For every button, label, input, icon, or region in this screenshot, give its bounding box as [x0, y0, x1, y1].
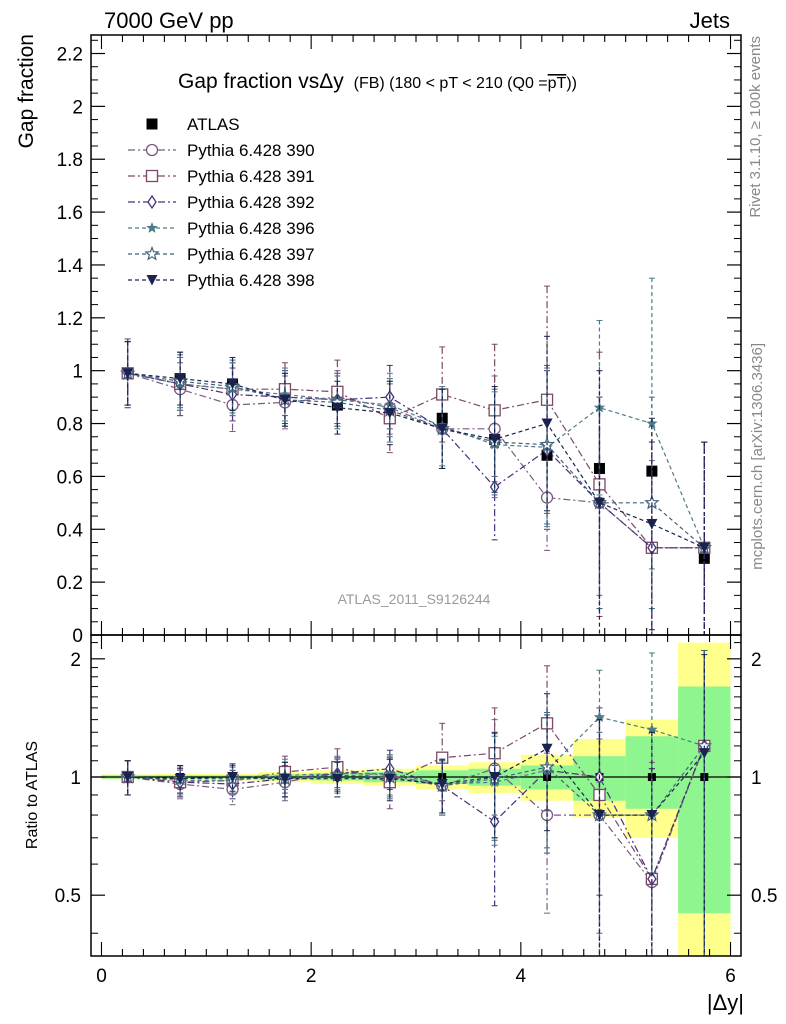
y-tick-label: 2.2 [57, 45, 83, 66]
ratio-point [436, 778, 448, 790]
y-tick-label: 0.4 [57, 520, 84, 541]
data-point [646, 417, 658, 429]
legend-entry: Pythia 6.428 391 [128, 167, 315, 186]
data-point [227, 378, 239, 390]
legend-label: Pythia 6.428 398 [187, 271, 315, 290]
ratio-tick-label: 2 [70, 650, 81, 671]
x-tick-label: 0 [96, 966, 107, 987]
ratio-line-s398 [127, 748, 705, 816]
y-tick-label: 0.6 [57, 467, 83, 488]
ratio-point [122, 772, 134, 783]
series-line-s398 [127, 372, 705, 549]
header-right-title: Jets [690, 8, 730, 33]
y-tick-label: 1.4 [57, 256, 84, 277]
ratio-point [593, 810, 605, 821]
data-point [593, 497, 605, 509]
legend-entry: Pythia 6.428 396 [128, 219, 315, 238]
legend-marker [146, 118, 158, 130]
legend-marker [145, 169, 159, 183]
ratio-panel [90, 634, 742, 957]
ratio-point [541, 743, 553, 755]
y-tick-label: 0.8 [57, 415, 83, 436]
ratio-tick-label: 0.5 [55, 886, 81, 907]
data-point [384, 407, 396, 419]
ratio-point [227, 772, 239, 783]
data-point [541, 418, 553, 430]
y-axis-label: Gap fraction [15, 34, 38, 148]
ratio-point [646, 723, 658, 735]
legend-marker [147, 194, 157, 210]
y-tick-label: 1.2 [57, 309, 83, 330]
ratio-line-s392 [127, 745, 705, 881]
x-axis-label: |Δy| [707, 990, 744, 1015]
ratio-y-axis-label: Ratio to ATLAS [24, 741, 41, 849]
legend-marker [146, 275, 158, 286]
legend-label: ATLAS [187, 115, 240, 134]
data-point [646, 518, 658, 530]
legend-label: Pythia 6.428 390 [187, 141, 315, 160]
ratio-point [489, 772, 501, 783]
series-line-s390 [127, 372, 705, 549]
ratio-line-s390 [127, 745, 705, 884]
ratio-series-s398 [122, 654, 710, 957]
ratio-point [646, 810, 658, 821]
legend-marker [144, 245, 160, 261]
legend-label: Pythia 6.428 392 [187, 193, 315, 212]
series-line-s392 [127, 372, 705, 549]
ratio-point [279, 773, 291, 785]
ratio-point [331, 773, 343, 785]
data-point [174, 373, 186, 385]
legend-label: Pythia 6.428 397 [187, 245, 315, 264]
series-line-s397 [127, 372, 705, 549]
legend-entry: ATLAS [146, 115, 240, 134]
series-s396 [122, 277, 710, 636]
y-tick-label: 2 [72, 97, 83, 118]
x-tick-label: 2 [306, 966, 317, 987]
ratio-tick-label-right: 1 [751, 768, 762, 789]
ratio-tick-label-right: 2 [751, 650, 762, 671]
ratio-tick-label-right: 0.5 [751, 886, 777, 907]
legend-label: Pythia 6.428 391 [187, 167, 315, 186]
data-point [436, 423, 448, 435]
legend-marker [146, 222, 158, 233]
mcplots-label: mcplots.cern.ch [arXiv:1306.3436] [749, 343, 766, 570]
legend-entry: Pythia 6.428 397 [128, 245, 315, 264]
data-point [489, 434, 501, 445]
legend-marker [145, 143, 159, 157]
y-tick-label: 0 [72, 626, 83, 647]
ratio-point [698, 748, 710, 759]
header-left-title: 7000 GeV pp [104, 8, 234, 33]
analysis-watermark: ATLAS_2011_S9126244 [338, 591, 491, 607]
ratio-point [384, 773, 396, 785]
y-tick-label: 1.8 [57, 150, 83, 171]
legend: ATLAS Pythia 6.428 390 Pythia 6.428 391 Pyt… [128, 115, 315, 290]
data-point [698, 542, 710, 554]
ratio-line-s391 [127, 722, 705, 881]
x-tick-label: 6 [725, 966, 736, 987]
legend-entry: Pythia 6.428 398 [128, 271, 315, 290]
series-s398 [122, 335, 710, 636]
ratio-point [647, 871, 657, 887]
data-point [122, 368, 134, 379]
ratio-point [174, 773, 186, 785]
rivet-version-label: Rivet 3.1.10, ≥ 100k events [747, 36, 764, 218]
data-point [279, 394, 291, 406]
series-s391 [121, 285, 711, 636]
ratio-tick-label: 1 [70, 768, 81, 789]
x-tick-label: 4 [516, 966, 527, 987]
y-tick-label: 1 [72, 362, 83, 383]
legend-label: Pythia 6.428 396 [187, 219, 315, 238]
legend-entry: Pythia 6.428 392 [128, 193, 315, 212]
legend-entry: Pythia 6.428 390 [128, 141, 315, 160]
y-tick-label: 1.6 [57, 203, 83, 224]
chart-title: Gap fraction vsΔy (FB) (180 < pT < 210 (… [178, 70, 577, 93]
y-tick-label: 0.2 [57, 573, 83, 594]
series-ATLAS [122, 367, 710, 585]
data-point [331, 402, 343, 414]
ratio-line-s396 [127, 716, 705, 785]
